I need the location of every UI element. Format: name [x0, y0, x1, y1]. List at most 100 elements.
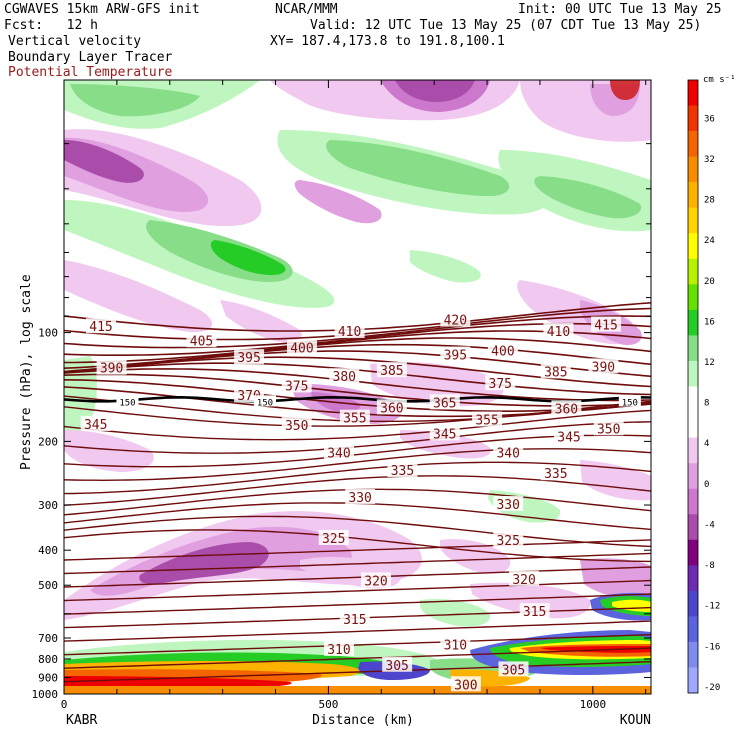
tracer-label-bg: [253, 395, 276, 407]
theta-label-bg: [493, 532, 524, 548]
y-axis-title: Pressure (hPa), log scale: [19, 274, 34, 470]
theta-label-bg: [323, 444, 354, 460]
theta-label: 375: [489, 377, 512, 392]
theta-label: 300: [454, 678, 477, 693]
vv-region: [64, 260, 213, 333]
header-center: NCAR/MMM: [275, 2, 338, 17]
y-tick-label: 100: [38, 327, 58, 340]
theta-label-bg: [509, 570, 540, 586]
colorbar-swatch: [688, 590, 698, 617]
isentrope-line: [64, 421, 651, 454]
colorbar-label: 4: [704, 439, 709, 449]
theta-label: 375: [285, 379, 308, 394]
isentrope-line: [64, 448, 651, 482]
theta-label: 325: [496, 534, 519, 549]
colorbar-swatch: [688, 233, 698, 260]
header-field-tracer: Boundary Layer Tracer: [8, 50, 173, 65]
vv-region: [420, 598, 491, 627]
colorbar-swatch: [688, 131, 698, 157]
theta-label: 410: [338, 325, 361, 340]
theta-label: 330: [496, 498, 519, 513]
colorbar-swatch: [688, 463, 698, 489]
theta-label: 410: [547, 325, 570, 340]
colorbar-swatch: [688, 667, 698, 694]
theta-label: 415: [594, 319, 617, 334]
theta-label: 390: [100, 362, 123, 377]
theta-label-bg: [440, 636, 471, 652]
vv-region: [410, 250, 481, 283]
y-tick-label: 200: [38, 435, 58, 448]
theta-label-bg: [593, 420, 624, 436]
vv-region: [610, 80, 640, 100]
theta-label-bg: [540, 363, 571, 379]
theta-label: 345: [433, 427, 456, 442]
theta-label: 335: [544, 467, 567, 482]
theta-label: 345: [557, 431, 580, 446]
header-init: Init: 00 UTC Tue 13 May 25: [518, 2, 722, 17]
colorbar-swatch: [688, 80, 698, 106]
colorbar-label: 24: [704, 236, 715, 246]
theta-label-bg: [329, 368, 360, 384]
vv-region: [294, 180, 382, 224]
colorbar-label: -4: [704, 520, 715, 530]
theta-label-bg: [234, 349, 265, 365]
theta-label-bg: [450, 676, 481, 692]
colorbar-frame: [687, 79, 699, 694]
theta-label: 335: [391, 464, 414, 479]
tracer-label-bg: [618, 395, 641, 407]
theta-label: 350: [285, 419, 308, 434]
x-tick-label: 500: [318, 698, 338, 711]
theta-label: 355: [343, 412, 366, 427]
theta-label-bg: [339, 610, 370, 626]
x-axis-title: Distance (km): [312, 713, 414, 728]
vv-region: [210, 240, 286, 276]
isentrope-line: [64, 661, 651, 683]
colorbar-swatch: [688, 616, 698, 643]
vv-region: [64, 686, 651, 694]
theta-label: 365: [433, 396, 456, 411]
theta-label: 310: [327, 643, 350, 658]
theta-label-bg: [281, 377, 312, 393]
theta-label: 310: [444, 639, 467, 654]
colorbar-swatch: [688, 437, 698, 464]
tracer-label-bg: [116, 395, 139, 407]
theta-label-bg: [493, 444, 524, 460]
theta-label: 400: [491, 344, 514, 359]
theta-label: 415: [89, 320, 112, 335]
header-model: CGWAVES 15km ARW-GFS init: [4, 2, 200, 17]
colorbar-unit: cm s⁻¹: [703, 75, 736, 85]
vv-region: [139, 542, 269, 584]
theta-label-bg: [186, 332, 217, 348]
colorbar: cm s⁻¹ 36 32 28 24 20 16 12 8 4 0 -4 -8 -12 -16 -20: [687, 75, 736, 694]
header-field-vertical-velocity: Vertical velocity: [8, 34, 142, 49]
theta-label: 320: [364, 574, 387, 589]
colorbar-label: 16: [704, 317, 715, 327]
theta-label-bg: [540, 465, 571, 481]
y-tick-label: 1000: [32, 688, 59, 701]
vv-region: [612, 599, 651, 612]
colorbar-swatch: [688, 412, 698, 438]
theta-labels: 415 415 420 410 410 405 400 400 395 395 390 390 385 3…: [80, 311, 641, 693]
colorbar-label: -20: [704, 683, 720, 693]
theta-label: 315: [343, 613, 366, 628]
theta-label-bg: [281, 416, 312, 432]
theta-label: 315: [523, 605, 546, 620]
colorbar-swatch: [688, 105, 698, 132]
colorbar-label: 8: [704, 399, 709, 409]
right-endpoint-label: KOUN: [620, 713, 651, 728]
theta-label-bg: [382, 656, 413, 672]
theta-label: 325: [322, 532, 345, 547]
isentrope-line: [64, 593, 651, 615]
theta-label-bg: [318, 529, 349, 545]
header-xy: XY= 187.4,173.8 to 191.8,100.1: [270, 34, 505, 49]
theta-label: 330: [348, 491, 371, 506]
colorbar-swatch: [688, 156, 698, 183]
vv-region: [470, 582, 591, 619]
header-field-theta: Potential Temperature: [8, 65, 173, 80]
theta-label-bg: [323, 640, 354, 656]
tracer-label: 150: [622, 398, 638, 408]
vv-region: [395, 80, 475, 102]
theta-label-bg: [80, 415, 111, 431]
y-tick-label: 800: [38, 653, 58, 666]
